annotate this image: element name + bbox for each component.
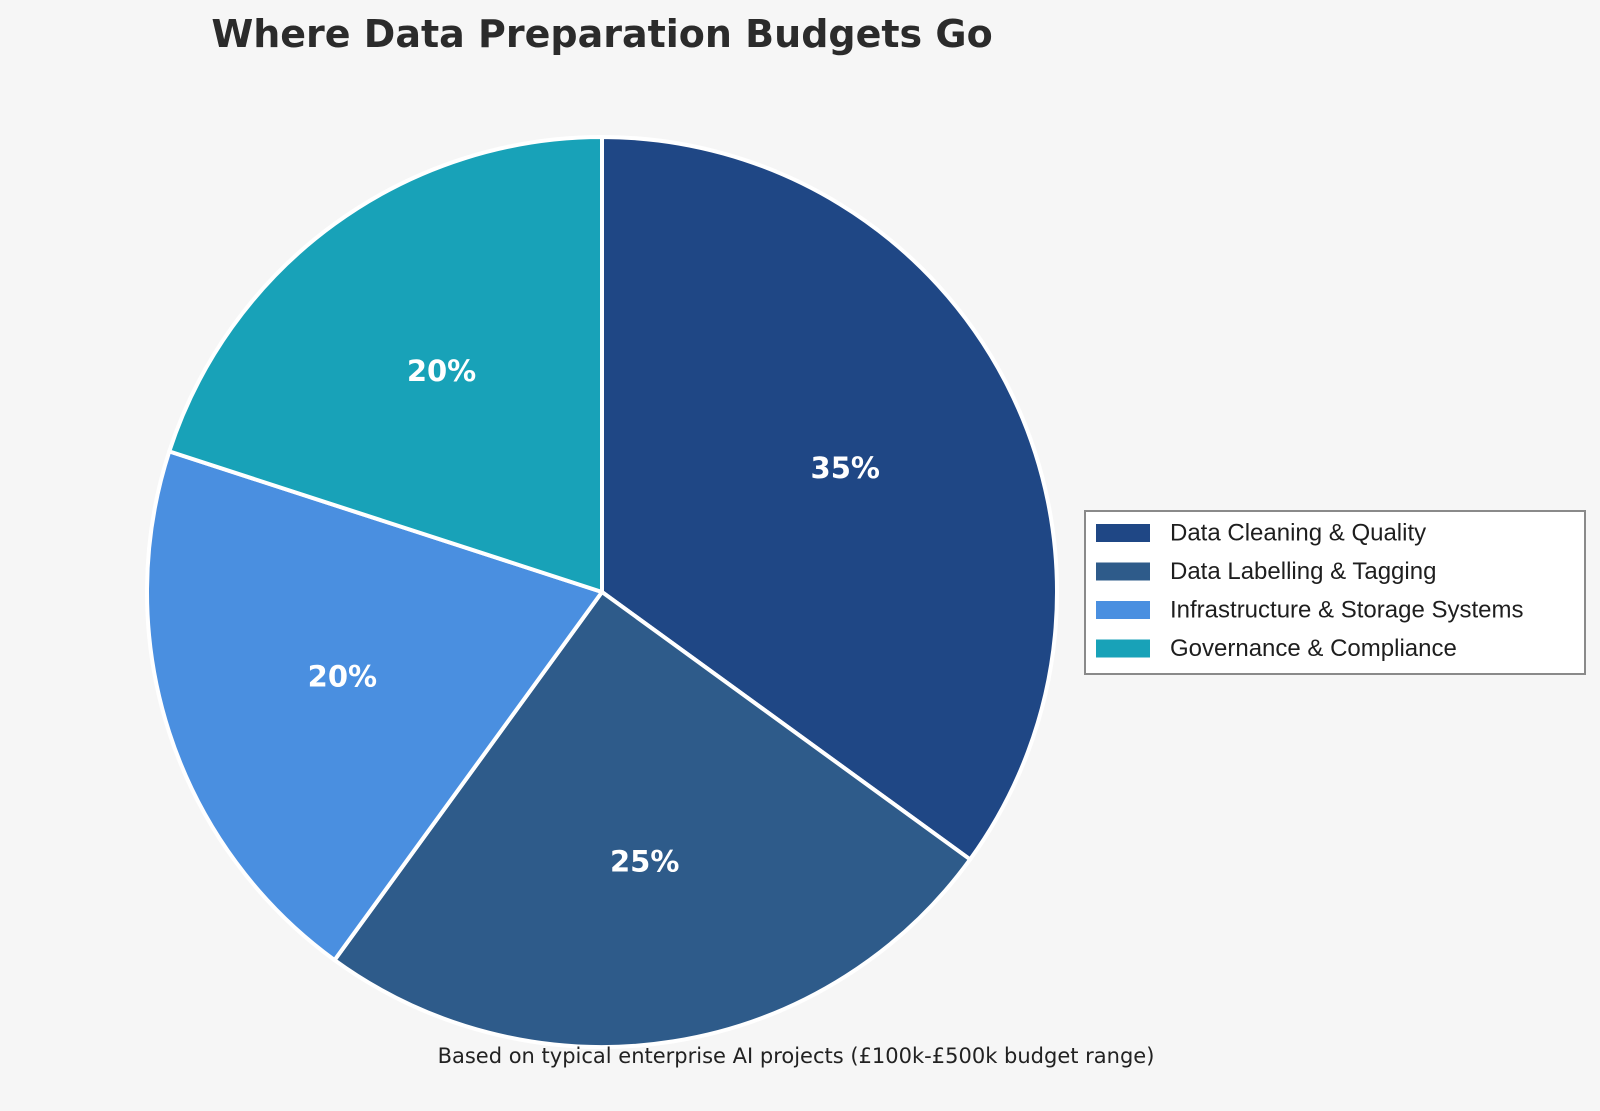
legend-label-infrastructure-and-storage-systems: Infrastructure & Storage Systems bbox=[1170, 597, 1523, 624]
footnote: Based on typical enterprise AI projects … bbox=[438, 1044, 1155, 1068]
pie-slice-data-labelling-and-tagging bbox=[332, 590, 973, 1049]
legend-label-data-labelling-and-tagging: Data Labelling & Tagging bbox=[1170, 558, 1436, 585]
pie-slices bbox=[145, 135, 1059, 1049]
legend-box bbox=[1084, 510, 1586, 675]
slice-label-governance-and-compliance: 20% bbox=[407, 354, 476, 388]
pie-slice-data-cleaning-and-quality bbox=[600, 135, 1059, 862]
legend-swatch-data-cleaning-and-quality bbox=[1096, 524, 1150, 542]
legend-swatch-infrastructure-and-storage-systems bbox=[1096, 601, 1150, 619]
chart-title: Where Data Preparation Budgets Go bbox=[211, 12, 992, 56]
slice-labels: 35% 25% 20% 20% bbox=[308, 354, 880, 879]
legend-label-data-cleaning-and-quality: Data Cleaning & Quality bbox=[1170, 520, 1426, 547]
legend-label-governance-and-compliance: Governance & Compliance bbox=[1170, 635, 1457, 662]
legend: Data Cleaning & Quality Data Labelling & … bbox=[1084, 510, 1586, 675]
slice-label-data-labelling-and-tagging: 25% bbox=[610, 845, 679, 879]
pie-slice-governance-and-compliance bbox=[167, 135, 604, 594]
legend-swatch-governance-and-compliance bbox=[1096, 639, 1150, 658]
slice-label-data-cleaning-and-quality: 35% bbox=[811, 451, 880, 485]
pie-slice-infrastructure-and-storage-systems bbox=[145, 449, 604, 963]
legend-swatch-data-labelling-and-tagging bbox=[1096, 562, 1150, 581]
slice-label-infrastructure-and-storage-systems: 20% bbox=[308, 659, 377, 693]
